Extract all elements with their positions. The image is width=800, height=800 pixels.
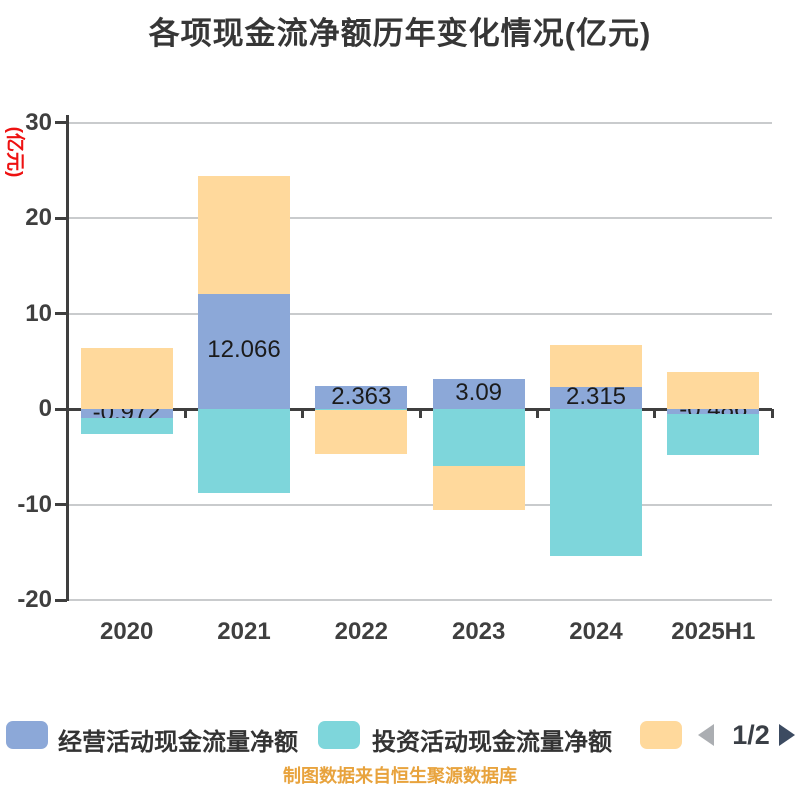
bar-series-3-2023[interactable]: [432, 466, 525, 511]
legend-label-operating[interactable]: 经营活动现金流量净额: [58, 729, 298, 756]
bar-investing-2023[interactable]: [432, 409, 525, 466]
bar-series-3-2022[interactable]: [315, 410, 408, 454]
x-category-label: 2022: [334, 618, 389, 645]
bar-investing-2022[interactable]: [315, 409, 408, 411]
x-category-label: 2024: [569, 618, 623, 645]
bar-series-3-2024[interactable]: [550, 344, 642, 387]
y-axis-tick: [55, 121, 67, 124]
y-tick-label: -10: [17, 490, 52, 518]
chart-title: 各项现金流净额历年变化情况(亿元): [148, 16, 652, 51]
bar-investing-2021[interactable]: [198, 409, 290, 493]
x-category-label: 2020: [99, 618, 154, 645]
y-axis-tick: [55, 407, 67, 411]
legend-swatch-operating[interactable]: [6, 721, 48, 749]
bar-value-label: 2.315: [565, 382, 627, 410]
bar-investing-2020[interactable]: [80, 418, 173, 434]
bar-operating-2020[interactable]: [80, 409, 173, 419]
legend-label-investing[interactable]: 投资活动现金流量净额: [372, 729, 612, 756]
y-tick-label: -20: [17, 586, 52, 613]
bar-series-3-2025H1[interactable]: [667, 371, 760, 409]
y-axis-tick: [55, 216, 67, 220]
legend-swatch-investing[interactable]: [318, 721, 360, 749]
gridline: [68, 503, 772, 506]
gridline: [68, 599, 772, 601]
legend-swatch-series-3[interactable]: [640, 721, 682, 749]
x-axis-tick: [535, 409, 539, 418]
legend-prev-page-icon[interactable]: [698, 724, 714, 746]
y-axis-tick: [55, 312, 67, 315]
bar-operating-2021[interactable]: [198, 293, 290, 409]
x-axis-tick: [301, 409, 305, 418]
bar-investing-2024[interactable]: [550, 409, 642, 557]
gridline: [68, 312, 772, 315]
legend-next-page-icon[interactable]: [779, 724, 795, 746]
bar-value-label: 3.09: [455, 379, 503, 407]
y-tick-label: 30: [25, 108, 52, 136]
y-tick-label: 0: [38, 395, 52, 422]
bar-series-3-2021[interactable]: [198, 176, 290, 294]
x-category-label: 2021: [217, 618, 271, 645]
y-axis-line: [66, 115, 69, 601]
bar-investing-2025H1[interactable]: [667, 413, 760, 455]
bar-value-label: 12.066: [207, 336, 281, 364]
bar-operating-2024[interactable]: [550, 386, 642, 409]
x-axis-tick: [653, 409, 657, 418]
y-axis-tick: [55, 598, 67, 602]
bar-operating-2023[interactable]: [432, 379, 525, 409]
legend: 经营活动现金流量净额 投资活动现金流量净额 1/2: [0, 718, 800, 756]
x-axis-tick: [770, 409, 774, 418]
y-axis-tick: [55, 503, 67, 506]
x-axis-tick: [183, 409, 187, 418]
legend-page-indicator: 1/2: [732, 720, 770, 750]
bar-operating-2022[interactable]: [315, 386, 408, 409]
y-tick-label: 10: [25, 299, 52, 327]
x-axis-tick: [418, 409, 422, 418]
bar-series-3-2020[interactable]: [80, 347, 173, 409]
data-source-note: 制图数据来自恒生聚源数据库: [283, 766, 517, 786]
x-category-label: 2025H1: [671, 618, 756, 645]
gridline: [68, 121, 772, 124]
y-tick-label: 20: [25, 204, 52, 231]
bar-operating-2025H1[interactable]: [667, 409, 760, 414]
x-category-label: 2023: [451, 618, 506, 645]
gridline: [68, 217, 772, 219]
bar-value-label: 2.363: [331, 382, 392, 410]
